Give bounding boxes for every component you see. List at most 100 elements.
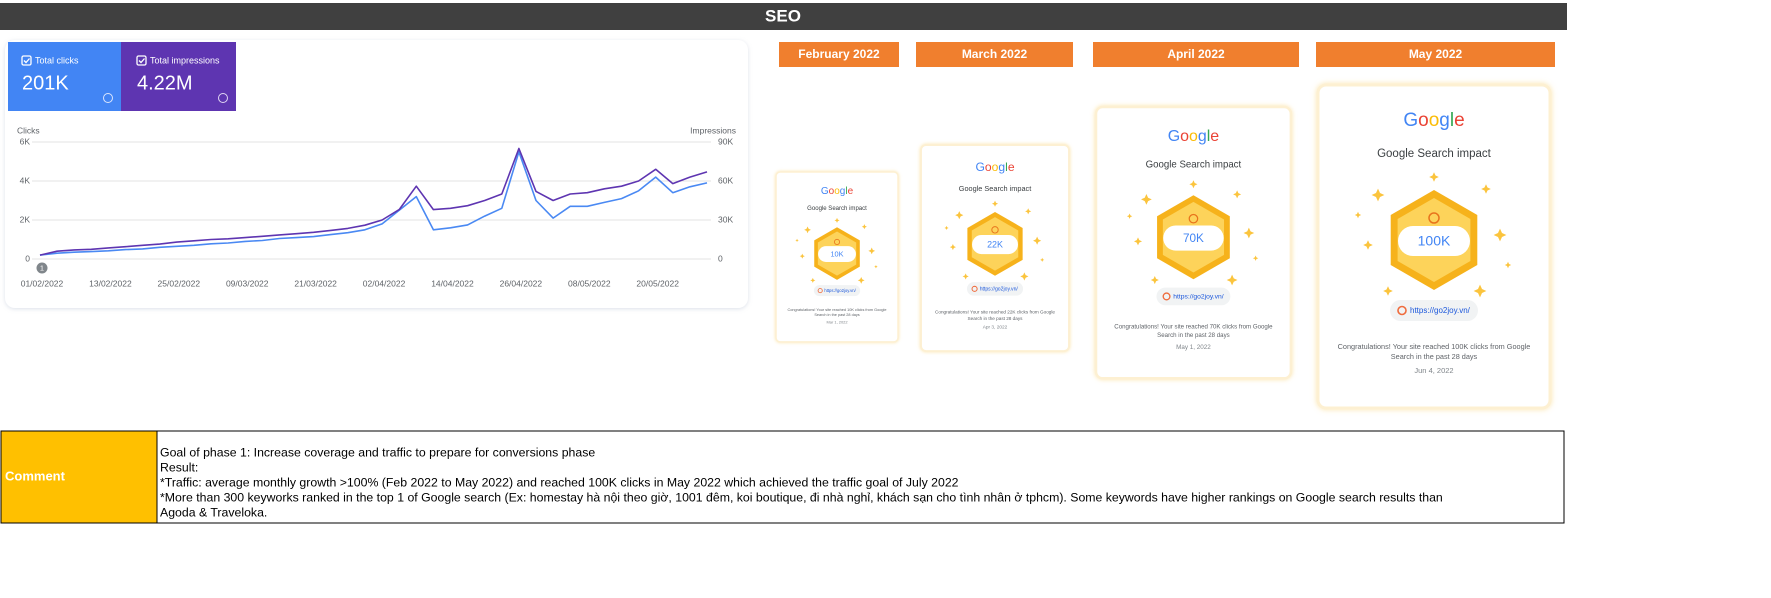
card-message: Congratulations! Your site reached 22K c…	[935, 309, 1055, 314]
sparkle	[1371, 188, 1385, 202]
sparkle	[1504, 261, 1512, 269]
y-tick-label: 0	[25, 253, 30, 263]
x-tick-label: 01/02/2022	[21, 278, 64, 288]
badge-value: 10K	[830, 250, 843, 259]
sparkle	[799, 253, 805, 259]
sparkle	[1226, 274, 1238, 286]
url-icon	[817, 288, 823, 294]
url-text: https://go2joy.vn/	[1173, 294, 1223, 301]
comment-line: *Traffic: average monthly growth >100% (…	[160, 475, 959, 489]
x-tick-label: 13/02/2022	[89, 278, 132, 288]
sparkle	[1020, 272, 1029, 281]
checkbox	[21, 55, 32, 66]
badge-plate	[1163, 225, 1224, 251]
badge-icon	[1428, 212, 1440, 224]
x-tick-label: 20/05/2022	[636, 278, 679, 288]
check-icon	[138, 58, 145, 64]
sparkle	[1189, 180, 1198, 189]
sparkle	[1429, 172, 1439, 182]
card-message: Congratulations! Your site reached 100K …	[1338, 342, 1531, 351]
impressions-card	[121, 42, 236, 111]
card-heading: Google Search impact	[1377, 148, 1492, 160]
badge-icon	[1188, 213, 1199, 224]
header-bar	[0, 3, 1567, 30]
month-label: May 2022	[1409, 47, 1463, 61]
badge-plate	[1398, 226, 1470, 256]
url-icon	[971, 285, 978, 292]
url-text: https://go2joy.vn/	[824, 288, 856, 293]
x-tick-label: 09/03/2022	[226, 278, 269, 288]
badge-plate	[818, 246, 856, 262]
google-logo: Google	[975, 160, 1014, 174]
sparkle	[874, 264, 878, 269]
card-date: Jun 4, 2022	[1414, 366, 1453, 375]
sparkle	[1363, 240, 1373, 250]
badge-icon	[991, 226, 999, 234]
url-pill	[1156, 287, 1231, 306]
comment-text-cell	[156, 430, 1565, 524]
y2-tick-label: 30K	[718, 214, 733, 224]
month-header	[916, 42, 1073, 67]
summary-cards: Total clicks 201K Total impressions 4.22…	[8, 42, 236, 111]
sparkle	[1252, 255, 1259, 261]
sparkle	[955, 211, 964, 220]
sparkle	[1481, 184, 1491, 194]
month-label: April 2022	[1167, 47, 1225, 61]
sparkle	[944, 225, 949, 230]
annotation-marker	[36, 262, 48, 274]
url-icon	[1397, 305, 1407, 316]
help-icon	[218, 93, 228, 103]
sparkle	[1354, 211, 1362, 219]
y-axis-title: Clicks	[17, 125, 40, 135]
card-message: Search in the past 28 days	[968, 316, 1024, 321]
sparkle	[861, 224, 867, 230]
series-line	[39, 151, 708, 256]
impact-cards: February 2022 Google Google Search impact 1…	[775, 42, 1555, 410]
sparkle	[795, 238, 799, 243]
card-date: Mar 1, 2022	[827, 319, 848, 324]
y-tick-label: 4K	[20, 175, 31, 185]
month-label: February 2022	[798, 47, 880, 61]
badge-plate	[972, 234, 1018, 255]
sparkle	[1133, 237, 1143, 246]
google-logo: Google	[821, 186, 854, 197]
sparkle	[1126, 213, 1133, 219]
y2-tick-label: 0	[718, 253, 723, 263]
sparkle	[804, 226, 811, 234]
x-tick-label: 21/03/2022	[294, 278, 337, 288]
url-pill	[813, 285, 861, 297]
card-heading: Google Search impact	[807, 206, 867, 212]
month-header	[1093, 42, 1299, 67]
sparkle	[834, 217, 840, 223]
sparkle	[949, 244, 956, 251]
y2-tick-label: 90K	[718, 136, 733, 146]
comment-label: Comment	[5, 468, 66, 483]
sparkle	[962, 273, 969, 280]
checkbox	[136, 55, 147, 66]
help-icon	[103, 93, 113, 103]
comment-line: *More than 300 keyworks ranked in the to…	[160, 490, 1443, 504]
x-tick-label: 02/04/2022	[363, 278, 406, 288]
sparkle	[1040, 257, 1045, 262]
sparkle	[857, 276, 865, 284]
sparkle	[810, 277, 816, 283]
x-tick-label: 25/02/2022	[158, 278, 201, 288]
sparkle	[1150, 276, 1159, 285]
comment-lines: Goal of phase 1: Increase coverage and t…	[160, 445, 1443, 519]
check-icon	[23, 58, 30, 64]
impact-card: Google Google Search impact 10K https://go2…	[775, 171, 899, 343]
sparkle	[1033, 236, 1042, 245]
card-message: Search in the past 28 days	[814, 313, 859, 317]
url-pill	[1390, 300, 1478, 321]
card-message: Congratulations! Your site reached 10K c…	[788, 308, 887, 312]
x-tick-label: 08/05/2022	[568, 278, 611, 288]
sparkle	[1493, 228, 1507, 242]
sparkle	[1243, 227, 1255, 239]
comment-line: Goal of phase 1: Increase coverage and t…	[160, 445, 595, 459]
comment-line: Result:	[160, 460, 198, 474]
badge-value: 100K	[1418, 233, 1451, 249]
month-header	[779, 42, 899, 67]
clicks-card	[8, 42, 121, 111]
month-label: March 2022	[962, 47, 1028, 61]
